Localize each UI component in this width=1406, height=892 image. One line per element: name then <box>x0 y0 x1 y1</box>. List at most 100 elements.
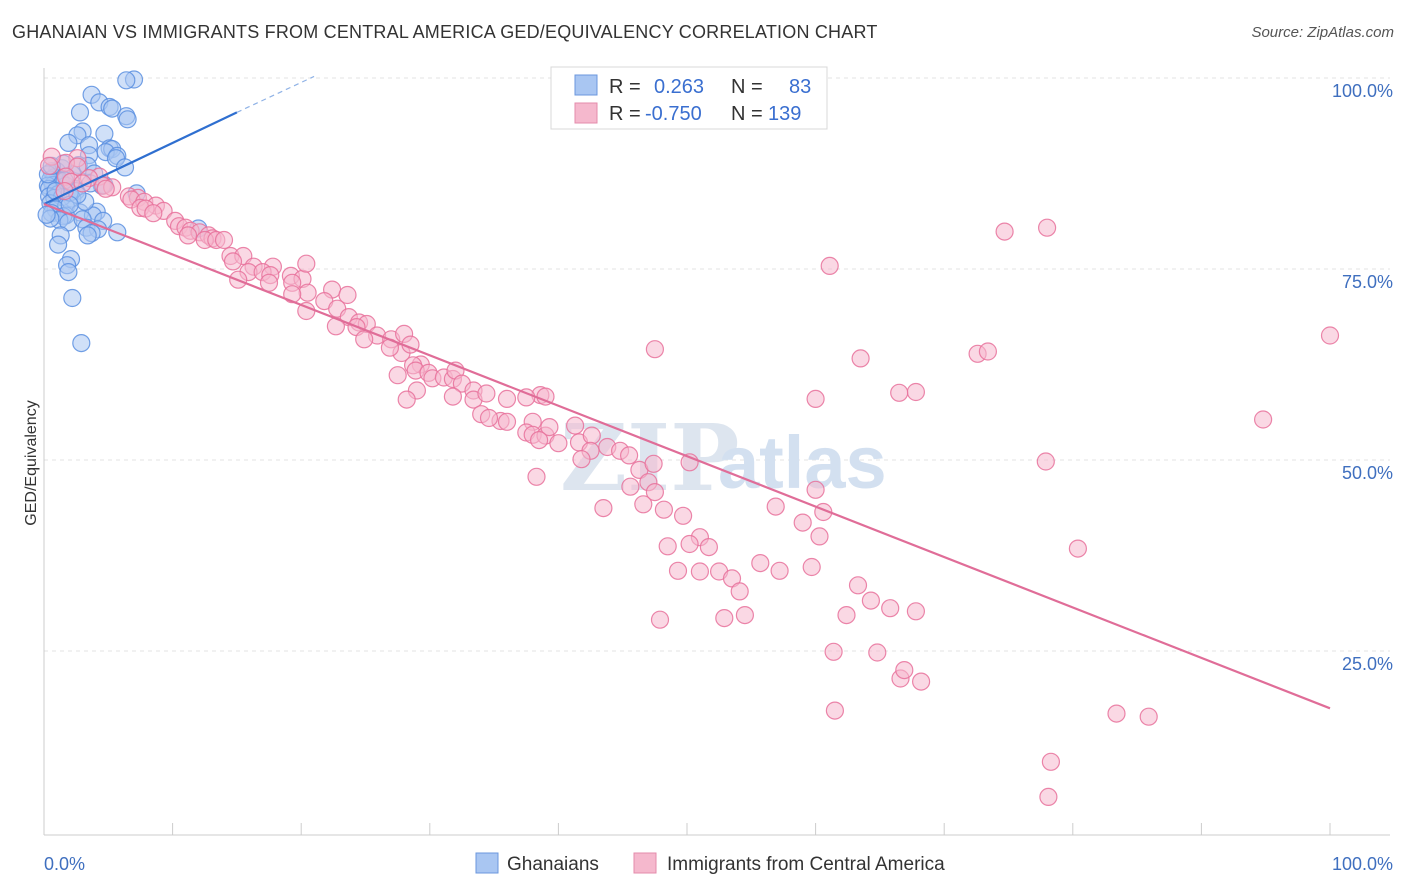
point-central-america-157 <box>995 222 1014 241</box>
legend-swatch-central-america <box>633 852 657 874</box>
point-central-america-66 <box>355 330 374 349</box>
point-central-america-115 <box>673 506 693 525</box>
y-tick-label-25: 25.0% <box>1342 654 1393 674</box>
point-central-america-52 <box>338 285 357 305</box>
point-central-america-135 <box>906 602 926 621</box>
point-central-america-35 <box>214 230 234 250</box>
point-ghanaians-71 <box>72 334 91 353</box>
stats-r-label-2: R = <box>609 103 641 125</box>
point-central-america-50 <box>298 283 317 302</box>
point-central-america-136 <box>837 605 856 625</box>
point-central-america-5 <box>39 156 59 175</box>
point-central-america-14 <box>96 179 115 198</box>
point-central-america-146 <box>1036 452 1055 471</box>
stats-r-value-2: -0.750 <box>645 103 702 125</box>
point-central-america-111 <box>621 477 640 496</box>
point-central-america-155 <box>851 349 870 368</box>
y-tick-labels: 100.0% 75.0% 50.0% 25.0% <box>1332 81 1393 674</box>
stats-n-label-2: N = <box>731 103 763 125</box>
x-tick-label-100: 100.0% <box>1332 854 1393 874</box>
point-central-america-24 <box>144 204 163 223</box>
point-central-america-147 <box>1041 752 1061 771</box>
point-central-america-30 <box>178 226 198 245</box>
point-central-america-38 <box>223 252 243 271</box>
point-central-america-84 <box>497 389 517 408</box>
series-immigrants-central-america <box>39 71 1340 807</box>
stats-n-label-1: N = <box>731 76 763 98</box>
point-central-america-113 <box>634 495 653 514</box>
point-central-america-166 <box>645 340 665 359</box>
point-central-america-130 <box>806 480 825 499</box>
point-central-america-127 <box>793 513 812 532</box>
stats-r-label-1: R = <box>609 76 641 98</box>
point-ghanaians-66 <box>48 235 68 254</box>
stats-legend: R = 0.263 N = 83 R = -0.750 N = 139 <box>550 66 828 130</box>
y-tick-label-100: 100.0% <box>1332 81 1393 101</box>
point-central-america-162 <box>527 467 546 486</box>
point-central-america-106 <box>619 446 639 465</box>
point-central-america-167 <box>397 390 416 409</box>
point-central-america-108 <box>644 454 663 473</box>
axes <box>43 68 1390 836</box>
stats-swatch-central-america <box>574 102 598 124</box>
chart-source: Source: ZipAtlas.com <box>1251 24 1394 41</box>
point-central-america-83 <box>477 384 496 403</box>
trend-line-central-america <box>43 203 1331 710</box>
point-central-america-161 <box>1320 326 1340 345</box>
point-central-america-158 <box>820 256 839 275</box>
point-central-america-160 <box>1253 410 1273 429</box>
point-central-america-81 <box>443 387 462 406</box>
point-central-america-140 <box>824 642 843 661</box>
chart-title: GHANAIAN VS IMMIGRANTS FROM CENTRAL AMER… <box>12 22 878 42</box>
point-central-america-156 <box>1037 218 1057 237</box>
point-central-america-152 <box>906 382 926 402</box>
point-central-america-6 <box>68 157 87 176</box>
point-central-america-104 <box>572 450 591 469</box>
point-central-america-71 <box>388 366 407 385</box>
watermark: ZIP atlas <box>560 404 887 512</box>
point-central-america-114 <box>654 500 674 519</box>
legend-label-ghanaians: Ghanaians <box>507 854 599 875</box>
point-central-america-99 <box>529 431 549 450</box>
point-central-america-164 <box>766 497 785 516</box>
point-central-america-90 <box>479 408 499 428</box>
point-central-america-91 <box>497 412 517 431</box>
point-ghanaians-69 <box>59 263 78 282</box>
point-central-america-138 <box>715 608 734 628</box>
point-central-america-139 <box>650 610 670 629</box>
trend-line-ghanaians <box>43 111 238 206</box>
point-central-america-149 <box>1107 704 1126 723</box>
point-central-america-144 <box>895 660 914 680</box>
point-central-america-129 <box>802 557 821 577</box>
point-ghanaians-1 <box>117 71 136 90</box>
point-central-america-150 <box>1139 707 1158 726</box>
point-ghanaians-5 <box>103 99 122 118</box>
point-central-america-132 <box>848 576 868 595</box>
point-central-america-96 <box>540 418 559 437</box>
point-central-america-137 <box>735 605 755 625</box>
point-ghanaians-70 <box>63 288 82 308</box>
point-central-america-163 <box>594 499 613 518</box>
point-central-america-97 <box>549 434 568 453</box>
point-central-america-128 <box>810 527 829 546</box>
point-ghanaians-56 <box>37 205 56 224</box>
point-central-america-159 <box>890 383 909 402</box>
trend-line-ghanaians-extension <box>236 75 315 113</box>
point-central-america-46 <box>259 273 279 292</box>
watermark-atlas: atlas <box>718 421 887 504</box>
point-ghanaians-8 <box>118 110 137 129</box>
x-tick-label-0: 0.0% <box>44 854 85 874</box>
trend-lines <box>43 75 1331 710</box>
point-central-america-119 <box>658 537 677 556</box>
point-central-america-98 <box>565 416 585 435</box>
point-central-america-53 <box>283 285 302 304</box>
point-central-america-142 <box>825 701 845 720</box>
point-central-america-117 <box>680 534 699 554</box>
point-central-america-118 <box>699 537 719 557</box>
point-central-america-145 <box>911 672 931 691</box>
point-ghanaians-6 <box>70 103 90 122</box>
bottom-legend: Ghanaians Immigrants from Central Americ… <box>475 852 945 875</box>
y-tick-label-75: 75.0% <box>1342 272 1393 292</box>
point-central-america-121 <box>690 562 710 581</box>
